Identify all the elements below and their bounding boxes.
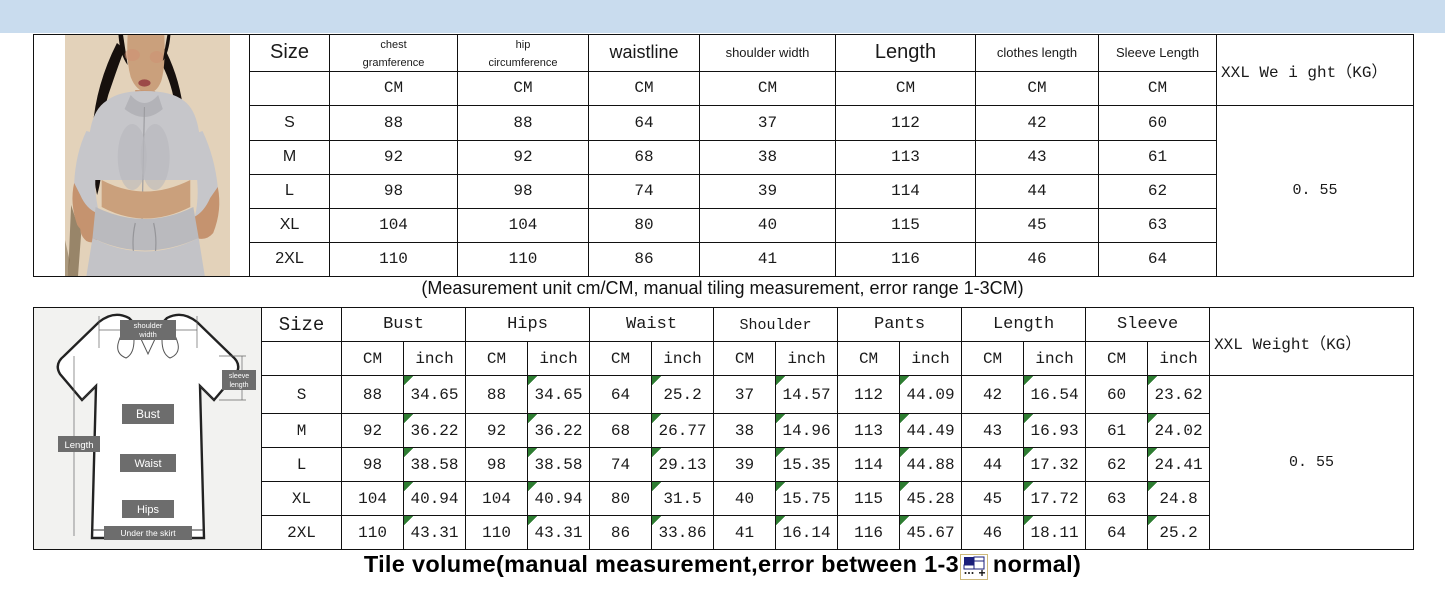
svg-text:+: + (978, 566, 985, 580)
svg-text:Waist: Waist (134, 458, 161, 470)
svg-text:sleeve: sleeve (229, 373, 249, 380)
svg-text:width: width (138, 330, 157, 339)
svg-text:Hips: Hips (137, 504, 160, 516)
svg-text:Under the skirt: Under the skirt (120, 528, 176, 538)
svg-text:length: length (229, 382, 248, 389)
svg-text:Length: Length (64, 440, 93, 451)
svg-text:Bust: Bust (136, 407, 161, 421)
svg-text:shoulder: shoulder (134, 321, 163, 330)
